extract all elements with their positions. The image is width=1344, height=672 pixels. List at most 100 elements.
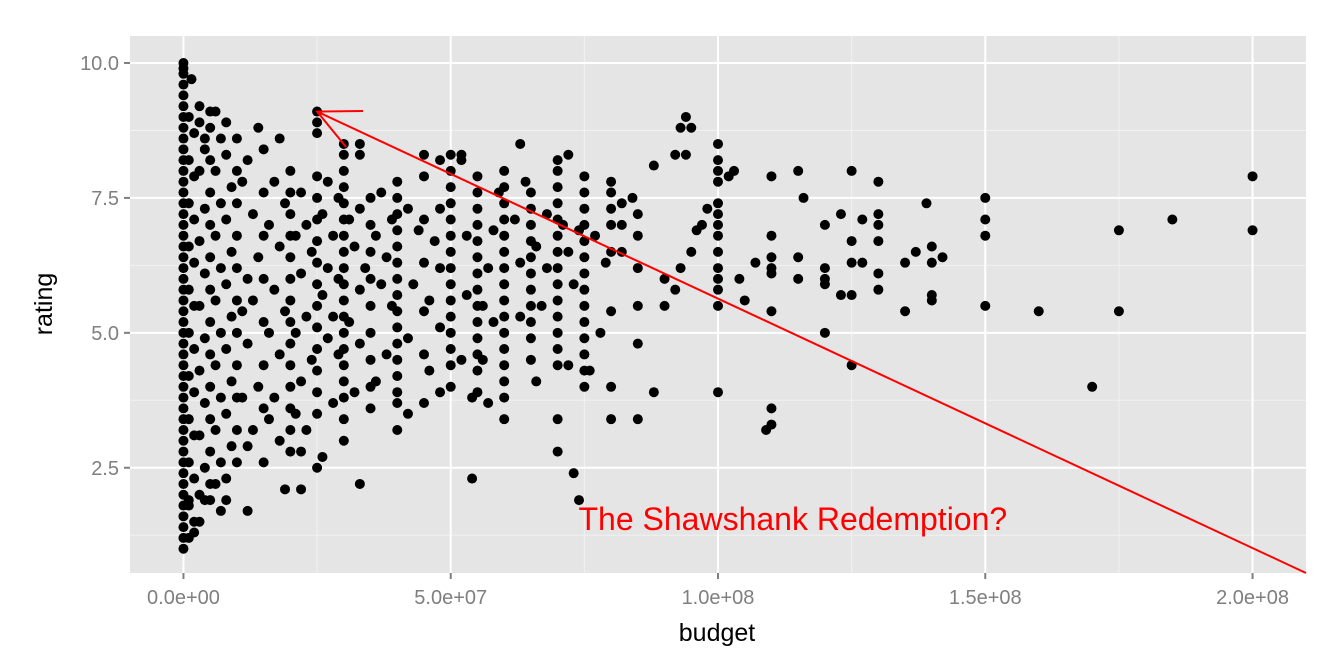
data-point xyxy=(926,295,937,306)
data-point xyxy=(215,457,226,468)
data-point xyxy=(680,149,691,160)
data-point xyxy=(590,230,601,241)
data-point xyxy=(199,203,210,214)
data-point xyxy=(488,317,499,328)
data-point xyxy=(499,360,510,371)
x-axis-title: budget xyxy=(679,619,756,647)
data-point xyxy=(365,246,376,257)
data-point xyxy=(354,478,365,489)
data-point xyxy=(381,252,392,263)
data-point xyxy=(183,155,194,166)
data-point xyxy=(215,263,226,274)
data-point xyxy=(980,192,991,203)
data-point xyxy=(178,349,189,360)
data-point xyxy=(900,306,911,317)
data-point xyxy=(445,230,456,241)
data-point xyxy=(499,246,510,257)
data-point xyxy=(408,279,419,290)
data-point xyxy=(579,171,590,182)
data-point xyxy=(499,295,510,306)
data-point xyxy=(365,381,376,392)
data-point xyxy=(766,230,777,241)
data-point xyxy=(258,230,269,241)
data-point xyxy=(552,327,563,338)
data-point xyxy=(231,295,242,306)
data-point xyxy=(215,133,226,144)
data-point xyxy=(525,268,536,279)
data-point xyxy=(178,478,189,489)
data-point xyxy=(552,198,563,209)
x-tick-label: 0.0e+00 xyxy=(147,587,220,609)
data-point xyxy=(274,349,285,360)
data-point xyxy=(183,284,194,295)
data-point xyxy=(242,505,253,516)
data-point xyxy=(525,219,536,230)
data-point xyxy=(445,149,456,160)
data-point xyxy=(205,381,216,392)
data-point xyxy=(338,311,349,322)
data-point xyxy=(926,257,937,268)
data-point xyxy=(515,257,526,268)
data-point xyxy=(793,273,804,284)
data-point xyxy=(552,263,563,274)
data-point xyxy=(312,192,323,203)
data-point xyxy=(354,138,365,149)
data-point xyxy=(231,392,242,403)
data-point xyxy=(231,327,242,338)
x-tick-label: 1.5e+08 xyxy=(949,587,1022,609)
data-point xyxy=(659,273,670,284)
data-point xyxy=(296,376,307,387)
data-point xyxy=(194,101,205,112)
data-point xyxy=(627,192,638,203)
data-point xyxy=(199,144,210,155)
data-point xyxy=(793,252,804,263)
data-point xyxy=(461,230,472,241)
data-point xyxy=(333,192,344,203)
data-point xyxy=(980,300,991,311)
data-point xyxy=(386,214,397,225)
data-point xyxy=(194,516,205,527)
data-point xyxy=(215,392,226,403)
data-point xyxy=(263,327,274,338)
data-point xyxy=(178,392,189,403)
data-point xyxy=(263,414,274,425)
data-point xyxy=(205,414,216,425)
data-point xyxy=(472,236,483,247)
data-point xyxy=(499,214,510,225)
data-point xyxy=(178,295,189,306)
data-point xyxy=(263,219,274,230)
data-point xyxy=(632,414,643,425)
data-point xyxy=(376,187,387,198)
data-point xyxy=(766,306,777,317)
data-point xyxy=(734,273,745,284)
data-point xyxy=(606,187,617,198)
data-point xyxy=(312,408,323,419)
data-point xyxy=(322,333,333,344)
data-point xyxy=(568,468,579,479)
data-point xyxy=(338,263,349,274)
data-point xyxy=(392,387,403,398)
data-point xyxy=(579,317,590,328)
data-point xyxy=(499,279,510,290)
data-point xyxy=(499,392,510,403)
data-point xyxy=(579,268,590,279)
data-point xyxy=(552,414,563,425)
data-point xyxy=(338,295,349,306)
data-point xyxy=(178,306,189,317)
data-point xyxy=(980,230,991,241)
data-point xyxy=(301,311,312,322)
data-point xyxy=(435,263,446,274)
data-point xyxy=(269,176,280,187)
data-point xyxy=(199,268,210,279)
data-point xyxy=(499,344,510,355)
data-point xyxy=(1033,306,1044,317)
data-point xyxy=(525,236,536,247)
data-point xyxy=(499,376,510,387)
data-point xyxy=(178,209,189,220)
data-point xyxy=(702,203,713,214)
data-point xyxy=(189,344,200,355)
data-point xyxy=(285,209,296,220)
data-point xyxy=(312,322,323,333)
data-point xyxy=(552,360,563,371)
data-point xyxy=(819,263,830,274)
